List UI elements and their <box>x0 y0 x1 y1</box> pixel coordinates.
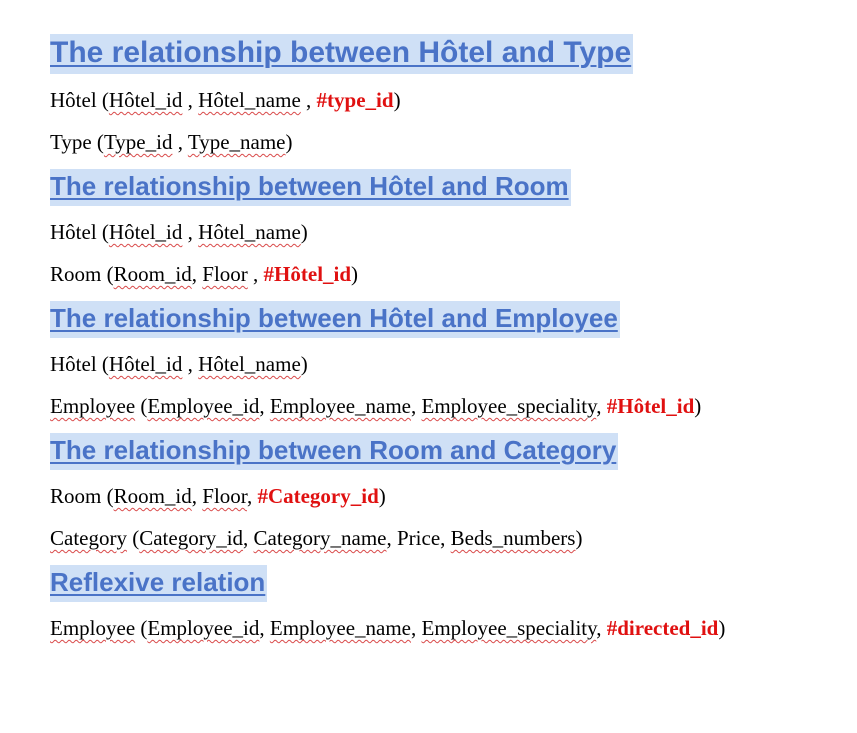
section-heading-reflexive: Reflexive relation <box>50 565 268 602</box>
foreign-key: #Hôtel_id <box>606 394 695 418</box>
relation-room: Room (Room_id, Floor , #Hôtel_id) <box>50 262 359 286</box>
relation-type: Type (Type_id , Type_name) <box>50 130 293 154</box>
relation-hotel: Hôtel (Hôtel_id , Hôtel_name , #type_id) <box>50 88 401 112</box>
relation-employee: Employee (Employee_id, Employee_name, Em… <box>50 394 702 418</box>
relation-hotel: Hôtel (Hôtel_id , Hôtel_name) <box>50 352 308 376</box>
section-heading-hotel-type: The relationship between Hôtel and Type <box>50 34 634 74</box>
section-heading-room-category: The relationship between Room and Catego… <box>50 433 619 470</box>
foreign-key: #type_id <box>316 88 394 112</box>
section-heading-hotel-room: The relationship between Hôtel and Room <box>50 169 571 206</box>
document-page: The relationship between Hôtel and Type … <box>50 34 840 641</box>
foreign-key: #directed_id <box>606 616 719 640</box>
relation-room: Room (Room_id, Floor, #Category_id) <box>50 484 386 508</box>
relation-category: Category (Category_id, Category_name, Pr… <box>50 526 583 550</box>
relation-employee: Employee (Employee_id, Employee_name, Em… <box>50 616 726 640</box>
section-heading-hotel-employee: The relationship between Hôtel and Emplo… <box>50 301 620 338</box>
foreign-key: #Hôtel_id <box>263 262 352 286</box>
foreign-key: #Category_id <box>257 484 379 508</box>
relation-hotel: Hôtel (Hôtel_id , Hôtel_name) <box>50 220 308 244</box>
